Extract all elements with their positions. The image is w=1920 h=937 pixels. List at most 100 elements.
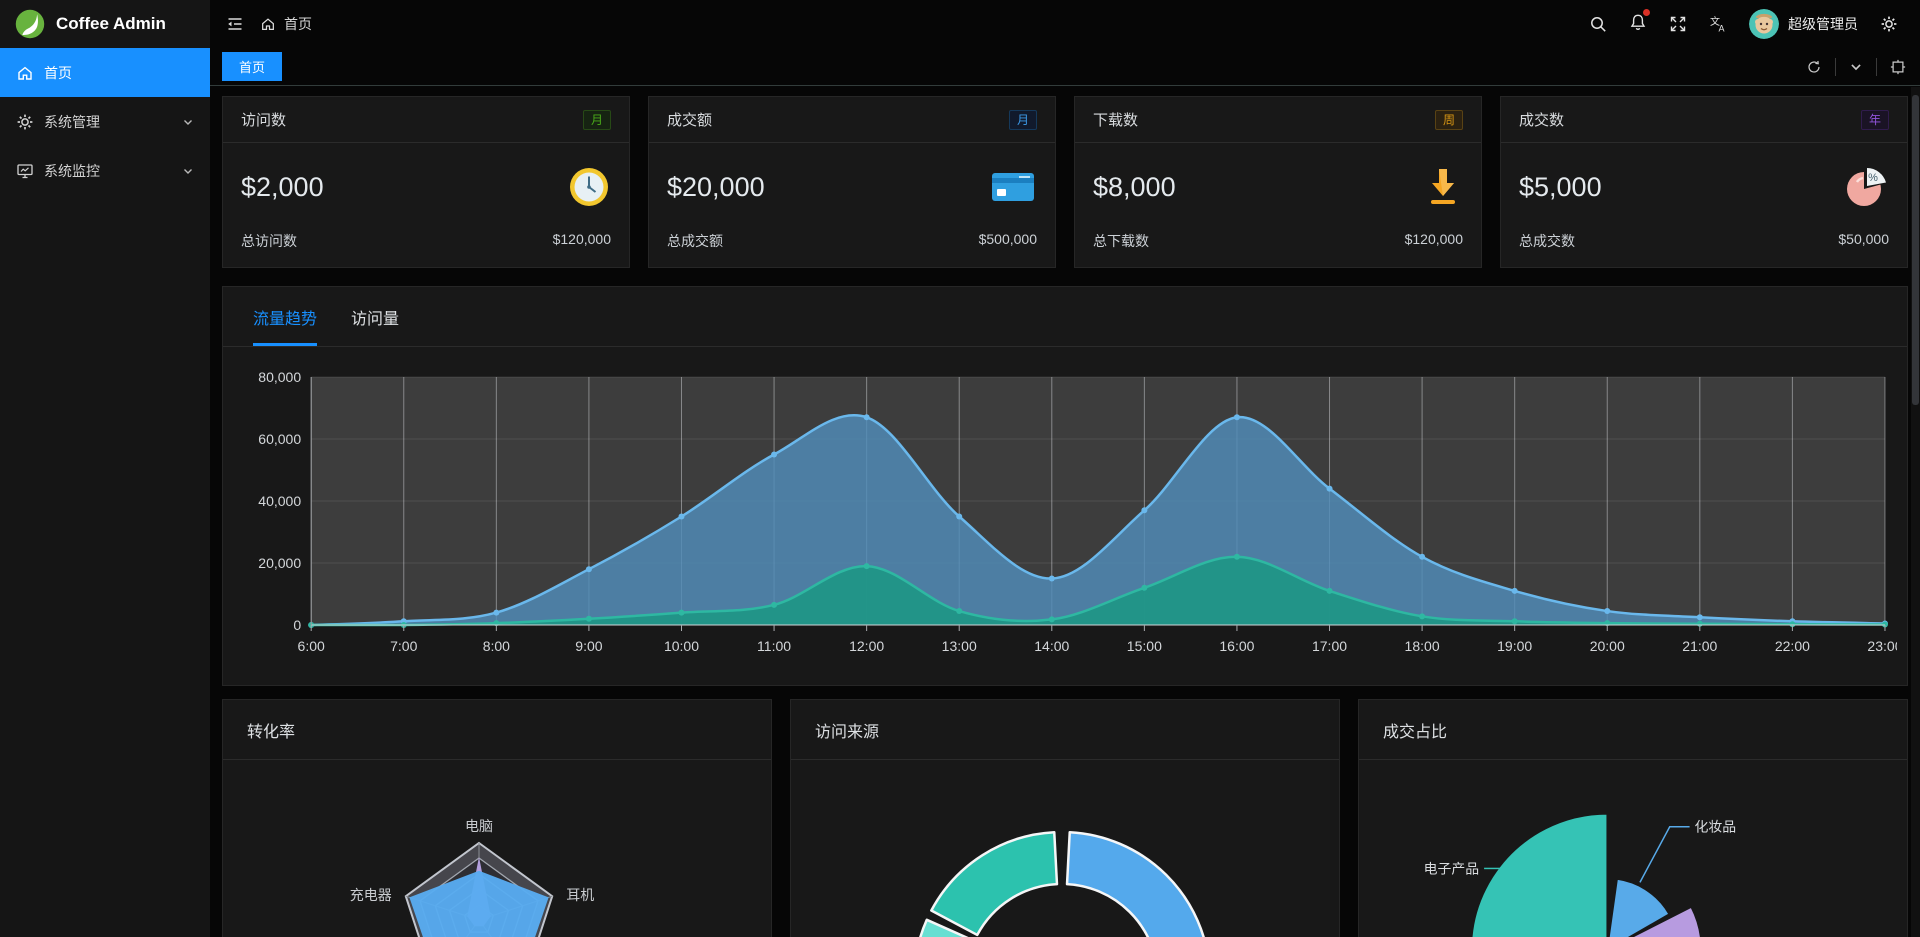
svg-text:文: 文	[1710, 15, 1720, 28]
stat-card-downloads: 下载数 周 $8,000 总下载数 $120,000	[1074, 96, 1482, 268]
stat-title: 成交数	[1519, 112, 1565, 129]
sidebar-item-system-admin[interactable]: 系统管理	[0, 97, 210, 146]
clock-icon	[570, 168, 608, 206]
conversion-rate-card: 转化率 电脑 耳机 充电器	[222, 699, 772, 937]
sidebar-item-label: 系统管理	[44, 113, 100, 130]
visit-source-card: 访问来源	[790, 699, 1340, 937]
svg-text:18:00: 18:00	[1405, 638, 1440, 654]
stat-card-deals: 成交数 年 $5,000 % 总成交数	[1500, 96, 1908, 268]
svg-text:充电器: 充电器	[350, 887, 392, 903]
svg-text:20,000: 20,000	[258, 555, 301, 571]
stat-card-visits: 访问数 月 $2,000 总访问数	[222, 96, 630, 268]
card-title: 转化率	[223, 700, 771, 760]
period-badge: 年	[1860, 109, 1889, 130]
svg-text:20:00: 20:00	[1590, 638, 1625, 654]
sidebar: Coffee Admin 首页 系统管理	[0, 0, 210, 937]
topbar: 首页 文	[210, 0, 1920, 48]
svg-text:%: %	[1868, 172, 1878, 184]
chevron-down-icon[interactable]	[1849, 60, 1863, 74]
svg-text:11:00: 11:00	[757, 638, 791, 654]
svg-text:40,000: 40,000	[258, 493, 301, 509]
download-icon	[1431, 169, 1455, 204]
home-icon	[262, 18, 274, 30]
scrollbar-thumb[interactable]	[1912, 95, 1919, 405]
topbar-actions: 文 A	[1589, 8, 1898, 39]
main-area: 首页 文	[210, 0, 1920, 937]
user-menu[interactable]: 超级管理员	[1749, 9, 1858, 39]
svg-text:电子产品: 电子产品	[1424, 860, 1480, 876]
page-scrollbar[interactable]	[1911, 87, 1920, 937]
tab-flow-trend[interactable]: 流量趋势	[253, 287, 318, 346]
svg-text:17:00: 17:00	[1312, 638, 1347, 654]
tab-visit-volume[interactable]: 访问量	[351, 310, 400, 328]
svg-text:15:00: 15:00	[1127, 638, 1162, 654]
stat-footer-value: $120,000	[552, 231, 611, 247]
svg-text:8:00: 8:00	[483, 638, 510, 654]
brand-name: Coffee Admin	[56, 14, 166, 33]
svg-text:10:00: 10:00	[664, 638, 699, 654]
settings-gear-icon[interactable]	[1880, 15, 1898, 33]
notification-dot	[1643, 8, 1650, 16]
divider	[1835, 57, 1836, 76]
svg-text:19:00: 19:00	[1497, 638, 1532, 654]
stat-footer-label: 总下载数	[1093, 233, 1149, 249]
breadcrumb-home: 首页	[284, 16, 312, 32]
deal-share-card: 成交占比 化妆品电子产品	[1358, 699, 1908, 937]
pie-percent-icon: %	[1847, 168, 1886, 206]
period-badge: 周	[1434, 109, 1463, 130]
home-icon	[18, 66, 32, 80]
tabbar-actions	[1806, 57, 1906, 76]
bottom-card-row: 转化率 电脑 耳机 充电器 访问来源 成交占比 化妆品电子产品	[222, 699, 1908, 937]
period-badge: 月	[1008, 109, 1037, 130]
stat-title: 下载数	[1093, 112, 1139, 129]
stat-footer-label: 总访问数	[241, 233, 297, 249]
period-badge: 月	[582, 109, 611, 130]
svg-text:0: 0	[293, 617, 301, 633]
translate-icon[interactable]: 文 A	[1709, 15, 1727, 33]
breadcrumb[interactable]: 首页	[260, 14, 312, 34]
svg-text:12:00: 12:00	[849, 638, 884, 654]
stat-value: $2,000	[241, 171, 324, 202]
chevron-down-icon	[184, 168, 192, 174]
leaf-logo-icon	[15, 9, 45, 39]
svg-text:化妆品: 化妆品	[1695, 819, 1737, 835]
trend-tabs: 流量趋势 访问量	[223, 287, 1907, 347]
trend-card: 流量趋势 访问量 0 20,000 40,000 60,000 80,000 6:00 7:…	[222, 286, 1908, 686]
stat-footer-value: $500,000	[978, 231, 1037, 247]
card-title: 成交占比	[1359, 700, 1907, 760]
bank-card-icon	[992, 173, 1034, 201]
fullscreen-icon[interactable]	[1669, 15, 1687, 33]
svg-text:13:00: 13:00	[942, 638, 977, 654]
svg-text:16:00: 16:00	[1219, 638, 1254, 654]
notifications-button[interactable]	[1629, 8, 1650, 36]
refresh-icon[interactable]	[1806, 59, 1822, 75]
svg-text:6:00: 6:00	[298, 638, 325, 654]
sidebar-item-label: 首页	[44, 64, 72, 81]
search-icon[interactable]	[1589, 15, 1607, 33]
maximize-icon[interactable]	[1890, 59, 1906, 75]
stat-footer-value: $120,000	[1404, 231, 1463, 247]
svg-text:80,000: 80,000	[258, 369, 301, 385]
sidebar-item-home[interactable]: 首页	[0, 48, 210, 97]
svg-text:电脑: 电脑	[465, 818, 493, 834]
divider	[1876, 57, 1877, 76]
sidebar-item-label: 系统监控	[44, 162, 100, 179]
sidebar-item-system-monitor[interactable]: 系统监控	[0, 146, 210, 195]
svg-text:23:00: 23:00	[1867, 638, 1897, 654]
stat-title: 访问数	[241, 112, 287, 129]
stat-value: $20,000	[667, 171, 765, 202]
stat-value: $8,000	[1093, 171, 1176, 202]
tab-home[interactable]: 首页	[222, 52, 283, 81]
tabbar: 首页	[210, 48, 1920, 86]
flow-trend-area-chart: 0 20,000 40,000 60,000 80,000 6:00 7:00 8:00 9:0…	[258, 369, 1897, 654]
svg-text:14:00: 14:00	[1034, 638, 1069, 654]
stat-footer-label: 总成交额	[667, 233, 723, 249]
svg-text:60,000: 60,000	[258, 431, 301, 447]
menu-fold-icon[interactable]	[226, 15, 244, 33]
stat-footer-label: 总成交数	[1519, 233, 1575, 249]
stat-value: $5,000	[1519, 171, 1602, 202]
svg-text:22:00: 22:00	[1775, 638, 1810, 654]
